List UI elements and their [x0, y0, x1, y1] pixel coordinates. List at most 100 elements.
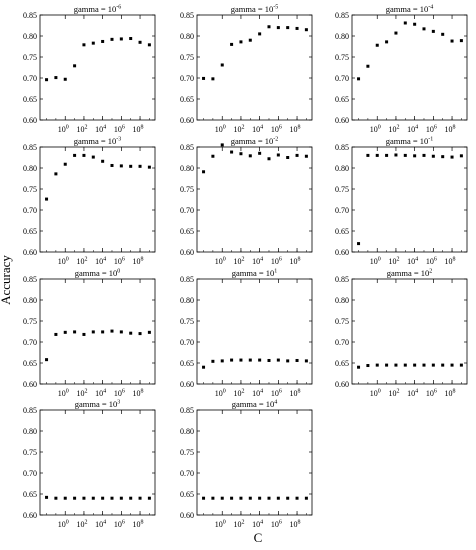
data-point — [73, 496, 77, 500]
data-point — [110, 163, 114, 167]
panel-title: gamma = 10-1 — [386, 136, 434, 146]
data-point — [91, 41, 95, 45]
y-tick-label: 0.85 — [180, 11, 194, 20]
x-tick-label: 102 — [76, 389, 87, 399]
data-point — [220, 359, 224, 363]
data-point — [422, 27, 426, 31]
y-tick-label: 0.70 — [335, 74, 349, 83]
x-tick-label: 100 — [58, 125, 69, 135]
data-point — [220, 63, 224, 67]
data-point — [119, 164, 123, 168]
x-tick-label: 102 — [76, 125, 87, 135]
x-tick-label: 108 — [290, 257, 301, 267]
data-point — [450, 363, 454, 367]
x-tick-label: 106 — [426, 125, 437, 135]
y-tick-label: 0.80 — [180, 32, 194, 41]
data-point — [459, 363, 463, 367]
data-point — [110, 496, 114, 500]
data-point — [295, 26, 299, 30]
data-point — [286, 26, 290, 30]
y-tick-label: 0.60 — [23, 511, 37, 520]
data-point — [459, 154, 463, 158]
panel-title: gamma = 10-6 — [74, 4, 122, 14]
x-tick-label: 108 — [290, 389, 301, 399]
x-tick-label: 108 — [133, 520, 144, 530]
data-point — [258, 32, 262, 36]
data-point — [63, 330, 67, 334]
y-tick-label: 0.65 — [180, 359, 194, 368]
data-point — [91, 155, 95, 159]
y-tick-label: 0.70 — [23, 469, 37, 478]
y-tick-label: 0.70 — [23, 74, 37, 83]
y-tick-label: 0.85 — [23, 143, 37, 152]
x-tick-label: 108 — [133, 257, 144, 267]
data-point — [147, 43, 151, 47]
y-tick-label: 0.75 — [335, 185, 349, 194]
data-point — [413, 22, 417, 26]
y-tick-label: 0.75 — [23, 53, 37, 62]
y-tick-label: 0.65 — [180, 227, 194, 236]
x-tick-label: 100 — [215, 125, 226, 135]
axes-frame — [196, 409, 313, 516]
data-point — [450, 39, 454, 43]
x-tick-label: 100 — [58, 389, 69, 399]
x-tick-label: 104 — [95, 257, 106, 267]
data-point — [441, 32, 445, 36]
data-point — [403, 153, 407, 157]
data-point — [295, 496, 299, 500]
y-tick-label: 0.80 — [23, 164, 37, 173]
data-point — [422, 153, 426, 157]
data-point — [239, 496, 243, 500]
y-tick-label: 0.75 — [335, 317, 349, 326]
data-point — [431, 363, 435, 367]
panel-title: gamma = 10-4 — [386, 4, 434, 14]
x-tick-label: 102 — [388, 125, 399, 135]
data-point — [119, 496, 123, 500]
panel-11: gamma = 104 0.60 0.65 0.70 0.75 0.80 0.85 100 10… — [180, 399, 313, 530]
data-point — [394, 153, 398, 157]
data-point — [211, 154, 215, 158]
data-point — [276, 358, 280, 362]
y-tick-label: 0.75 — [23, 185, 37, 194]
y-tick-label: 0.70 — [23, 338, 37, 347]
data-point — [82, 496, 86, 500]
x-tick-label: 108 — [133, 389, 144, 399]
axes-frame — [196, 14, 313, 121]
data-point — [403, 21, 407, 25]
y-tick-label: 0.65 — [23, 359, 37, 368]
x-tick-label: 106 — [271, 520, 282, 530]
data-point — [248, 358, 252, 362]
x-tick-label: 104 — [95, 389, 106, 399]
data-point — [357, 242, 361, 246]
x-tick-label: 104 — [252, 257, 263, 267]
panel-title: gamma = 103 — [75, 399, 121, 409]
panel-2: gamma = 10-5 0.60 0.65 0.70 0.75 0.80 0.85 100 1… — [180, 4, 313, 135]
data-point — [276, 496, 280, 500]
data-point — [63, 77, 67, 81]
x-tick-label: 104 — [407, 389, 418, 399]
data-point — [375, 363, 379, 367]
y-tick-label: 0.60 — [335, 248, 349, 257]
data-point — [295, 153, 299, 157]
data-point — [403, 363, 407, 367]
y-tick-label: 0.80 — [180, 164, 194, 173]
data-point — [422, 363, 426, 367]
y-tick-label: 0.75 — [23, 448, 37, 457]
x-tick-label: 102 — [233, 125, 244, 135]
x-tick-label: 102 — [233, 520, 244, 530]
y-tick-label: 0.60 — [180, 248, 194, 257]
x-tick-label: 104 — [252, 389, 263, 399]
data-point — [286, 359, 290, 363]
x-tick-label: 100 — [215, 257, 226, 267]
data-point — [129, 496, 133, 500]
x-tick-label: 108 — [290, 125, 301, 135]
data-point — [394, 363, 398, 367]
y-tick-label: 0.70 — [180, 469, 194, 478]
data-point — [450, 155, 454, 159]
x-tick-label: 106 — [114, 125, 125, 135]
x-tick-label: 104 — [407, 125, 418, 135]
x-tick-label: 104 — [407, 257, 418, 267]
data-point — [230, 42, 234, 46]
data-point — [375, 43, 379, 47]
data-point — [286, 496, 290, 500]
